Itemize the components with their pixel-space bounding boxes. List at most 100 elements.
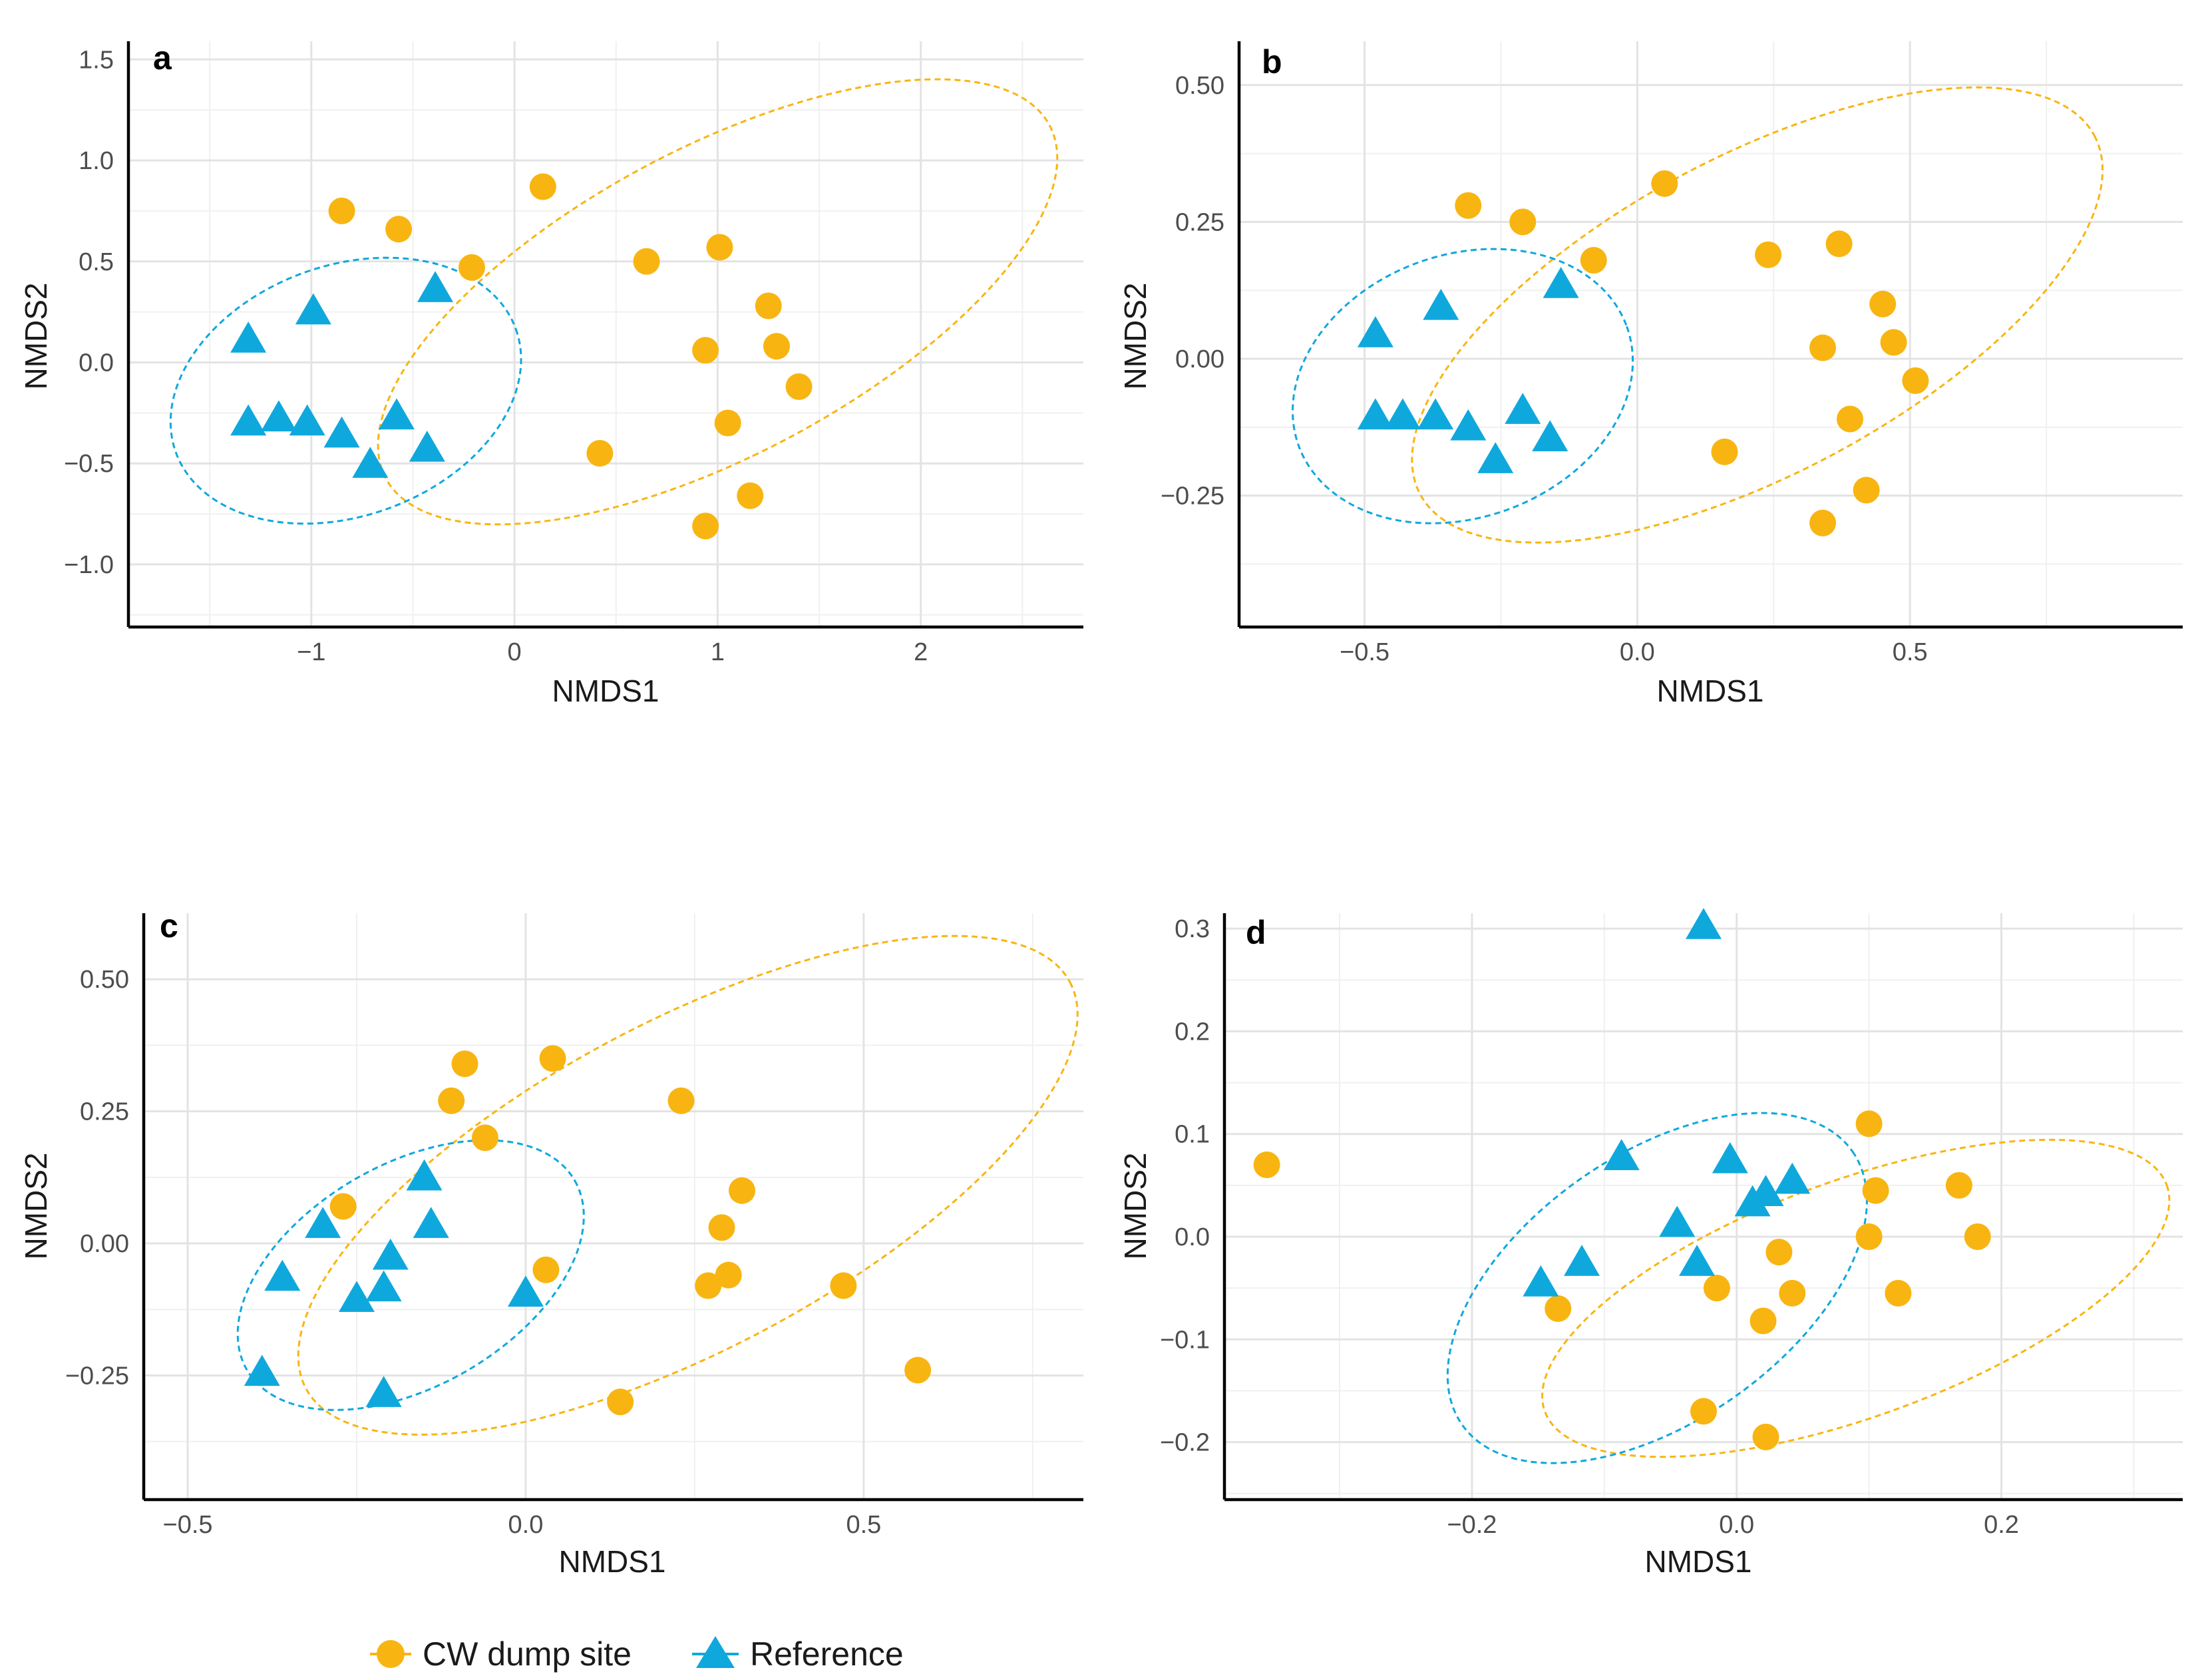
panel-c: −0.5 0.0 0.5 −0.25 0.00 0.25 0.50 c NMDS1 NMDS… <box>19 907 1083 1579</box>
panel-d-cw-point <box>1779 1279 1806 1307</box>
panel-b-cw-point <box>1580 246 1607 274</box>
panel-a-cw-point <box>763 333 790 360</box>
panel-a-axes <box>126 41 1083 629</box>
panel-b-cw-point <box>1651 170 1678 197</box>
panel-a-cw-point <box>706 234 733 261</box>
panel-a-cw-point <box>737 482 764 509</box>
panel-c-reference-point <box>372 1238 409 1270</box>
panel-a-x-tick-label: 2 <box>914 638 928 666</box>
panel-c-y-tick-label: −0.25 <box>65 1362 129 1390</box>
legend-cw-marker <box>377 1640 405 1668</box>
panel-d-cw-ellipse <box>1541 1138 2171 1458</box>
panel-c-cw-point <box>607 1388 634 1416</box>
panel-b-reference-point <box>1417 398 1454 430</box>
panel-d-cw-point <box>1855 1110 1883 1138</box>
panel-c-cw-ellipse <box>297 935 1079 1436</box>
panel-a-reference-point <box>352 447 389 478</box>
panel-a-x-axis-title: NMDS1 <box>552 674 659 708</box>
panel-d-reference-point <box>1734 1185 1771 1217</box>
panel-b-y-tick-label: 0.25 <box>1175 208 1224 236</box>
panel-c-cw-point <box>539 1045 566 1072</box>
panel-c-reference-point <box>338 1281 375 1313</box>
panel-d-tick-labels: −0.2 0.0 0.2 −0.2 −0.1 0.0 0.1 0.2 0.3 <box>1160 915 2019 1539</box>
panel-b-y-tick-label: 0.50 <box>1175 72 1224 100</box>
panel-c-y-tick-label: 0.25 <box>80 1098 129 1126</box>
panel-d-cw-point <box>1964 1223 1991 1251</box>
panel-a-cw-point <box>755 292 782 319</box>
panel-b-cw-point <box>1853 477 1880 504</box>
panel-a: −1 0 1 2 −1.0 −0.5 0.0 0.5 1.0 1.5 a NMDS1 NMDS2 <box>19 39 1083 708</box>
panel-b-cw-point <box>1809 334 1837 361</box>
panel-b-cw-point <box>1869 290 1897 317</box>
panel-label-c: c <box>160 907 178 945</box>
panel-b-reference-point <box>1423 288 1459 320</box>
panel-d-reference-point <box>1603 1139 1640 1170</box>
panel-a-reference-point <box>260 400 297 432</box>
panel-c-points <box>244 1045 932 1416</box>
panel-d-axes <box>1222 913 2183 1502</box>
panel-b-x-tick-label: −0.5 <box>1340 638 1389 666</box>
panel-c-cw-point <box>667 1087 695 1114</box>
panel-c-y-axis-title: NMDS2 <box>19 1152 53 1259</box>
panel-c-reference-point <box>305 1207 341 1238</box>
panel-d-cw-point <box>1765 1239 1793 1266</box>
panel-d-reference-ellipse <box>1446 1112 1868 1464</box>
panel-d-cw-point <box>1750 1307 1777 1335</box>
panel-a-reference-point <box>230 404 267 436</box>
panel-b-y-tick-label: −0.25 <box>1161 483 1224 511</box>
panel-a-y-tick-label: −1.0 <box>64 551 114 579</box>
panel-a-reference-point <box>409 430 445 462</box>
panel-d-cw-point <box>1752 1423 1779 1450</box>
panel-b-reference-point <box>1357 316 1393 347</box>
panel-d-points <box>1253 908 1991 1450</box>
panel-c-y-tick-label: 0.00 <box>80 1230 129 1258</box>
panel-c-x-tick-label: −0.5 <box>163 1511 213 1539</box>
panel-b-reference-ellipse <box>1292 248 1634 525</box>
panel-b-reference-point <box>1357 398 1393 430</box>
panel-a-cw-point <box>633 248 660 275</box>
panel-d-grid <box>1224 913 2183 1500</box>
panel-d-x-axis-title: NMDS1 <box>1644 1544 1751 1579</box>
panel-a-y-tick-label: 0.0 <box>79 349 114 377</box>
panel-c-grid <box>144 913 1083 1500</box>
panel-a-reference-point <box>289 404 325 436</box>
panel-b-tick-labels: −0.5 0.0 0.5 −0.25 0.00 0.25 0.50 <box>1161 72 1928 666</box>
panel-d-y-tick-label: −0.2 <box>1160 1429 1210 1457</box>
legend: CW dump site Reference <box>370 1635 904 1673</box>
panel-a-cw-point <box>458 254 485 281</box>
panel-a-cw-point <box>692 513 719 540</box>
panel-b-reference-point <box>1477 442 1514 473</box>
panel-d-reference-point <box>1659 1205 1696 1237</box>
panel-d-y-tick-label: 0.2 <box>1175 1018 1210 1046</box>
panel-a-reference-point <box>230 321 267 353</box>
panel-a-points <box>230 173 813 540</box>
panel-d-cw-point <box>1945 1171 1972 1199</box>
panel-c-reference-point <box>406 1159 443 1191</box>
panel-a-cw-point <box>714 409 741 437</box>
panel-a-reference-point <box>323 416 360 448</box>
panel-a-reference-ellipse <box>169 256 522 525</box>
panel-c-cw-point <box>471 1124 498 1152</box>
panel-c-x-tick-label: 0.5 <box>846 1511 881 1539</box>
panel-d-reference-point <box>1712 1142 1748 1173</box>
panel-label-b: b <box>1262 43 1282 81</box>
panel-d-ellipses <box>1446 1112 2171 1464</box>
panel-b-y-tick-label: 0.00 <box>1175 345 1224 373</box>
panel-b-reference-point <box>1384 398 1421 430</box>
panel-c-cw-point <box>708 1214 735 1241</box>
panel-a-y-tick-label: 1.0 <box>79 147 114 175</box>
panel-c-reference-point <box>365 1376 402 1407</box>
panel-b-cw-point <box>1755 241 1782 268</box>
panel-a-x-tick-label: 0 <box>508 638 522 666</box>
panel-a-x-tick-label: −1 <box>297 638 325 666</box>
panel-d-reference-point <box>1679 1245 1716 1276</box>
panel-c-cw-point <box>729 1177 756 1204</box>
panel-a-cw-point <box>385 216 413 243</box>
panel-a-cw-point <box>785 373 813 400</box>
panel-c-axes <box>142 913 1083 1502</box>
panel-a-cw-point <box>692 337 719 364</box>
legend-ref-label: Reference <box>750 1635 904 1673</box>
panel-d-cw-point <box>1253 1152 1280 1179</box>
panel-c-reference-point <box>244 1355 280 1386</box>
